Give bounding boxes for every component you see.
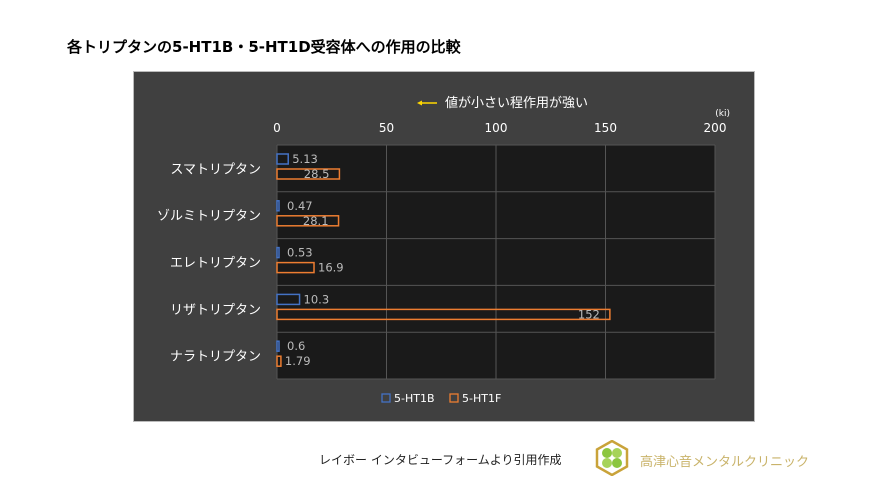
bar-5-HT1B <box>276 293 301 306</box>
bar-5-HT1B <box>276 340 280 352</box>
data-label: 1.79 <box>285 354 311 368</box>
data-label: 152 <box>578 307 600 321</box>
bar-5-HT1F <box>276 261 315 274</box>
data-label: 28.5 <box>304 167 330 181</box>
page-title: 各トリプタンの5-HT1B・5-HT1D受容体への作用の比較 <box>67 38 461 56</box>
data-label: 10.3 <box>304 292 330 306</box>
bar-5-HT1F <box>276 215 340 227</box>
bar-5-HT1F <box>276 355 282 367</box>
annotation-text: 値が小さい程作用が強い <box>445 95 588 111</box>
category-label: リザトリプタン <box>170 303 261 318</box>
data-label: 5.13 <box>292 152 318 166</box>
category-label: スマトリプタン <box>170 162 261 177</box>
bar-chart: 0 50 100 150 200(ki)値が小さい程作用が強いスマトリプタン5.1328… <box>157 95 730 405</box>
x-tick-label: 200 <box>704 121 727 135</box>
x-tick-label: 50 <box>379 121 394 135</box>
bar-5-HT1B <box>276 200 280 212</box>
x-tick-label: 100 <box>485 121 508 135</box>
data-label: 28.1 <box>303 214 329 228</box>
legend-label: 5-HT1B <box>394 392 435 405</box>
bar-5-HT1F <box>276 168 341 180</box>
chart-frame: 0 50 100 150 200 (ki) 値が小さい程作用が強い スマトリプタン 5.13 28… <box>133 71 755 422</box>
legend-swatch <box>381 393 391 403</box>
bar-5-HT1F <box>276 308 611 321</box>
data-label: 0.53 <box>287 246 313 260</box>
data-label: 0.47 <box>287 199 313 213</box>
category-label: ゾルミトリプタン <box>157 209 261 224</box>
legend-swatch <box>449 393 459 403</box>
data-label: 0.6 <box>287 339 305 353</box>
annotation-arrowhead <box>417 100 422 106</box>
bar-5-HT1B <box>276 246 280 259</box>
source-note: レイボー インタビューフォームより引用作成 <box>319 453 562 467</box>
unit-label: (ki) <box>715 109 730 119</box>
category-label: エレトリプタン <box>170 256 261 271</box>
bar-5-HT1B <box>276 153 289 165</box>
category-label: ナラトリプタン <box>170 350 261 365</box>
data-label: 16.9 <box>318 261 344 275</box>
x-tick-label: 150 <box>594 121 617 135</box>
legend-label: 5-HT1F <box>462 392 501 405</box>
x-tick-label: 0 <box>273 121 281 135</box>
clinic-logo-icon <box>595 440 629 476</box>
clinic-name: 高津心音メンタルクリニック <box>640 455 810 470</box>
